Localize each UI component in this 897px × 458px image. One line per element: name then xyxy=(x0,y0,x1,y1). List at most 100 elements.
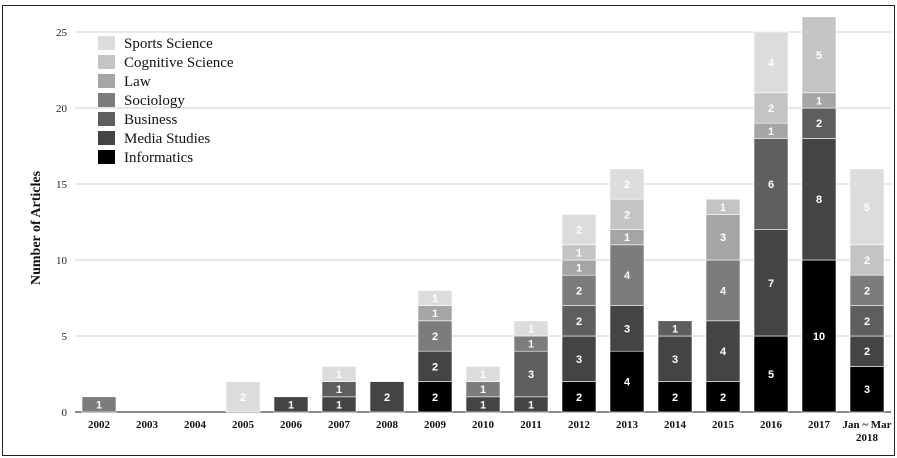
data-label: 3 xyxy=(864,384,870,396)
data-label: 2 xyxy=(384,392,390,404)
data-label: 2 xyxy=(864,316,870,328)
bar-segment xyxy=(849,305,885,337)
data-label: 1 xyxy=(480,384,486,396)
bar-segment xyxy=(849,168,885,246)
data-label: 1 xyxy=(336,369,342,381)
data-label: 1 xyxy=(528,339,534,351)
bar-segment xyxy=(81,396,117,413)
legend-swatch xyxy=(98,93,115,107)
data-label: 3 xyxy=(528,369,534,381)
data-label: 1 xyxy=(480,399,486,411)
x-tick-label: 2011 xyxy=(520,419,541,431)
x-tick-label: 2013 xyxy=(616,419,639,431)
bar-segment xyxy=(705,259,741,322)
data-label: 2 xyxy=(432,331,438,343)
data-label: 2 xyxy=(624,209,630,221)
bar-segment xyxy=(849,274,885,306)
data-label: 2 xyxy=(240,392,246,404)
data-label: 5 xyxy=(864,202,870,214)
x-tick-label: 2006 xyxy=(280,419,303,431)
x-tick-label: 2014 xyxy=(664,419,687,431)
x-tick-label: 2007 xyxy=(328,419,351,431)
bar-segment xyxy=(753,229,789,337)
data-label: 2 xyxy=(816,118,822,130)
data-label: 1 xyxy=(336,399,342,411)
bar-segment xyxy=(657,320,693,337)
data-label: 1 xyxy=(432,293,438,305)
data-label: 5 xyxy=(816,50,822,62)
data-label: 1 xyxy=(720,202,726,214)
bar-segment xyxy=(417,290,453,306)
x-tick-label: 2016 xyxy=(760,419,783,431)
bar-segment xyxy=(273,396,309,413)
data-label: 2 xyxy=(864,346,870,358)
data-label: 2 xyxy=(672,392,678,404)
bar-segment xyxy=(417,320,453,352)
data-label: 2 xyxy=(720,392,726,404)
bar-segment xyxy=(801,259,837,413)
bar-segment xyxy=(801,107,837,139)
y-tick-label: 0 xyxy=(62,407,68,419)
data-label: 1 xyxy=(288,399,294,411)
legend-label: Informatics xyxy=(124,150,193,166)
data-label: 3 xyxy=(624,323,630,335)
legend: Sports Science Cognitive Science Law Sociol… xyxy=(98,36,234,166)
data-label: 3 xyxy=(576,354,582,366)
data-label: 1 xyxy=(96,399,102,411)
bar-segment xyxy=(225,381,261,413)
data-label: 3 xyxy=(672,354,678,366)
x-tick-label: 2004 xyxy=(184,419,207,431)
x-tick-label: 2008 xyxy=(376,419,399,431)
data-label: 1 xyxy=(576,263,582,275)
bar-segment xyxy=(513,350,549,398)
data-label: 4 xyxy=(720,346,727,358)
data-label: 4 xyxy=(720,285,727,297)
y-tick-label: 5 xyxy=(62,331,68,343)
legend-swatch xyxy=(98,150,115,164)
data-label: 7 xyxy=(768,278,774,290)
bar-segment xyxy=(513,320,549,337)
bar-segment xyxy=(849,366,885,413)
legend-swatch xyxy=(98,36,115,50)
legend-swatch xyxy=(98,112,115,126)
bar-segment xyxy=(369,381,405,413)
bar-segment xyxy=(849,335,885,367)
legend-label: Media Studies xyxy=(124,131,210,147)
data-label: 1 xyxy=(432,308,438,320)
x-tick-label: 2010 xyxy=(472,419,495,431)
bar-segment xyxy=(609,198,645,230)
data-label: 10 xyxy=(813,331,825,343)
data-label: 2 xyxy=(576,316,582,328)
bar-segment xyxy=(753,335,789,413)
data-label: 6 xyxy=(768,179,774,191)
bars: 1 2 1 1 1 1 2 2 2 2 1 1 1 1 1 1 3 1 1 2 3 2 2 1 1 2 4 3 4 1 2 2 2 3 1 2 4 4 3 1… xyxy=(81,16,885,413)
bar-segment xyxy=(801,138,837,261)
bar-segment xyxy=(753,31,789,94)
bar-segment xyxy=(561,214,597,246)
legend-label: Law xyxy=(124,74,151,90)
data-label: 2 xyxy=(864,255,870,267)
data-label: 4 xyxy=(768,57,775,69)
bar-segment xyxy=(321,366,357,382)
x-tick-label: 2005 xyxy=(232,419,255,431)
data-label: 4 xyxy=(624,377,631,389)
x-axis-ticks: 2002 2003 2004 2005 2006 2007 2008 2009 2010 2011… xyxy=(88,419,892,444)
data-label: 1 xyxy=(528,399,534,411)
x-tick-label: 2015 xyxy=(712,419,735,431)
legend-label: Sports Science xyxy=(124,36,213,52)
data-label: 2 xyxy=(624,179,630,191)
data-label: 2 xyxy=(576,285,582,297)
data-label: 1 xyxy=(576,247,582,259)
bar-segment xyxy=(753,138,789,230)
bar-segment xyxy=(609,168,645,200)
legend-swatch xyxy=(98,55,115,69)
legend-swatch xyxy=(98,74,115,88)
bar-segment xyxy=(561,274,597,306)
data-label: 1 xyxy=(624,232,630,244)
bar-segment xyxy=(561,381,597,413)
y-axis-label: Number of Articles xyxy=(29,170,44,285)
data-label: 1 xyxy=(528,323,534,335)
y-axis-ticks: 0 5 10 15 20 25 xyxy=(56,27,68,419)
x-tick-label: 2017 xyxy=(808,419,831,431)
